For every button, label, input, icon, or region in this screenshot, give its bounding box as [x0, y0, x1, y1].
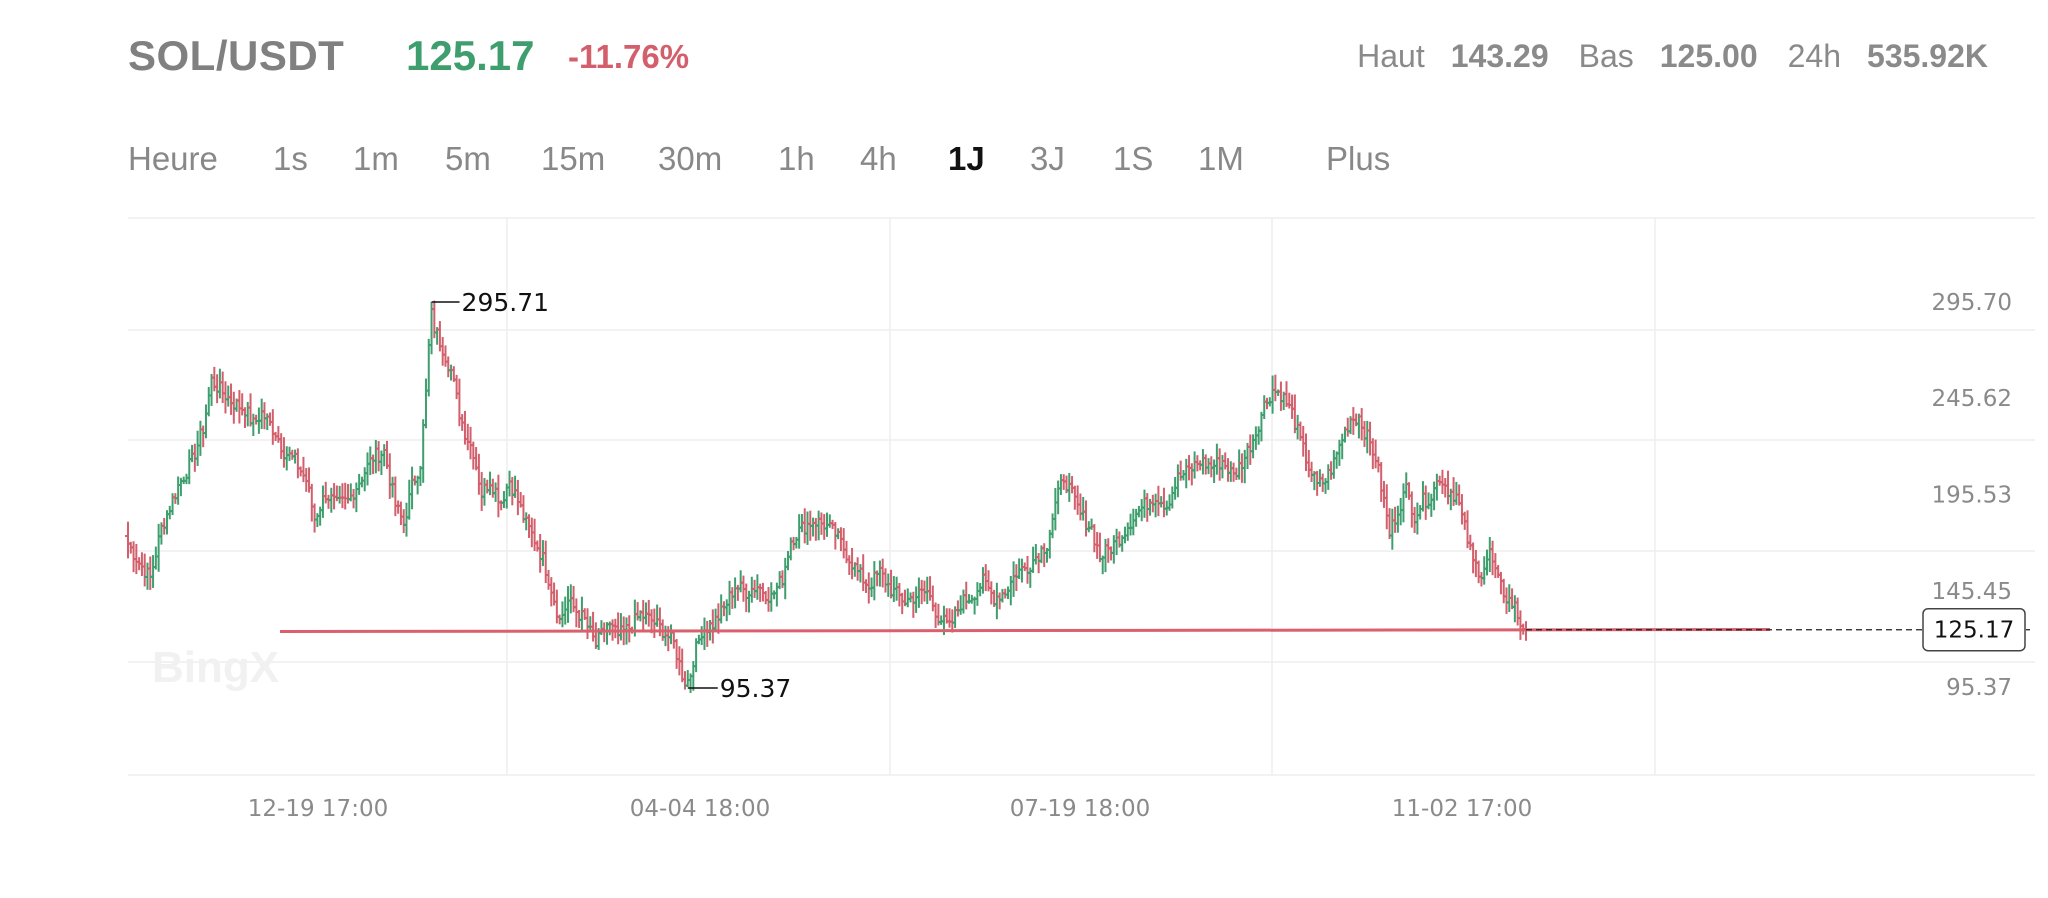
high-label: Haut: [1357, 38, 1425, 74]
x-axis-ticks: 12-19 17:00 04-04 18:00 07-19 18:00 11-02 1…: [248, 796, 1532, 822]
tab-15m[interactable]: 15m: [541, 140, 606, 177]
low-label: Bas: [1578, 38, 1634, 74]
ticker-header: SOL/USDT 125.17 -11.76% Haut 143.29 Bas …: [128, 28, 1988, 84]
tab-1s-week[interactable]: 1S: [1113, 140, 1154, 177]
tab-30m[interactable]: 30m: [658, 140, 723, 177]
tab-plus[interactable]: Plus: [1326, 140, 1391, 177]
current-price-label: 125.17: [1934, 618, 2014, 644]
y-tick-label: 195.53: [1932, 483, 2012, 509]
ticker-stats: Haut 143.29 Bas 125.00 24h 535.92K: [1357, 38, 1988, 75]
tab-1h[interactable]: 1h: [778, 140, 815, 177]
volume-value: 535.92K: [1867, 38, 1988, 74]
tab-4h[interactable]: 4h: [860, 140, 897, 177]
price-change-percent: -11.76%: [568, 38, 690, 75]
horizontal-line: [279, 628, 1771, 634]
tab-1j[interactable]: 1J: [948, 140, 985, 177]
high-marker-label: 295.71: [462, 288, 549, 317]
tab-5m[interactable]: 5m: [445, 140, 491, 177]
interval-tabs: Heure 1s 1m 5m 15m 30m 1h 4h 1J 3J 1S 1M…: [128, 140, 1428, 190]
y-tick-label: 145.45: [1932, 579, 2012, 605]
last-price: 125.17: [406, 32, 535, 79]
pair-symbol[interactable]: SOL/USDT: [128, 32, 345, 79]
low-marker-label: 95.37: [720, 674, 792, 703]
y-tick-label: 295.70: [1932, 290, 2012, 316]
high-value: 143.29: [1450, 38, 1549, 74]
support-line: [279, 628, 1771, 634]
y-tick-label: 245.62: [1932, 386, 2012, 412]
chart-grid: [128, 217, 2035, 776]
low-value: 125.00: [1659, 38, 1758, 74]
watermark-logo: BingX: [152, 643, 279, 692]
current-price-marker: 125.17: [1526, 607, 2030, 652]
tab-1m[interactable]: 1m: [353, 140, 399, 177]
x-tick-label: 07-19 18:00: [1010, 796, 1150, 822]
tab-heure[interactable]: Heure: [128, 140, 218, 177]
tab-3j[interactable]: 3J: [1030, 140, 1065, 177]
tab-1s[interactable]: 1s: [273, 140, 308, 177]
tab-1m-month[interactable]: 1M: [1198, 140, 1244, 177]
y-axis-ticks: 295.70 245.62 195.53 145.45 95.37: [1932, 290, 2012, 701]
y-tick-label: 95.37: [1946, 675, 2012, 701]
volume-label: 24h: [1787, 38, 1842, 74]
ohlc-bars: [125, 300, 1529, 693]
x-tick-label: 11-02 17:00: [1392, 796, 1532, 822]
current-price-box: [1922, 607, 2026, 652]
x-tick-label: 12-19 17:00: [248, 796, 388, 822]
extreme-markers: 295.71 95.37: [431, 288, 792, 703]
x-tick-label: 04-04 18:00: [630, 796, 770, 822]
